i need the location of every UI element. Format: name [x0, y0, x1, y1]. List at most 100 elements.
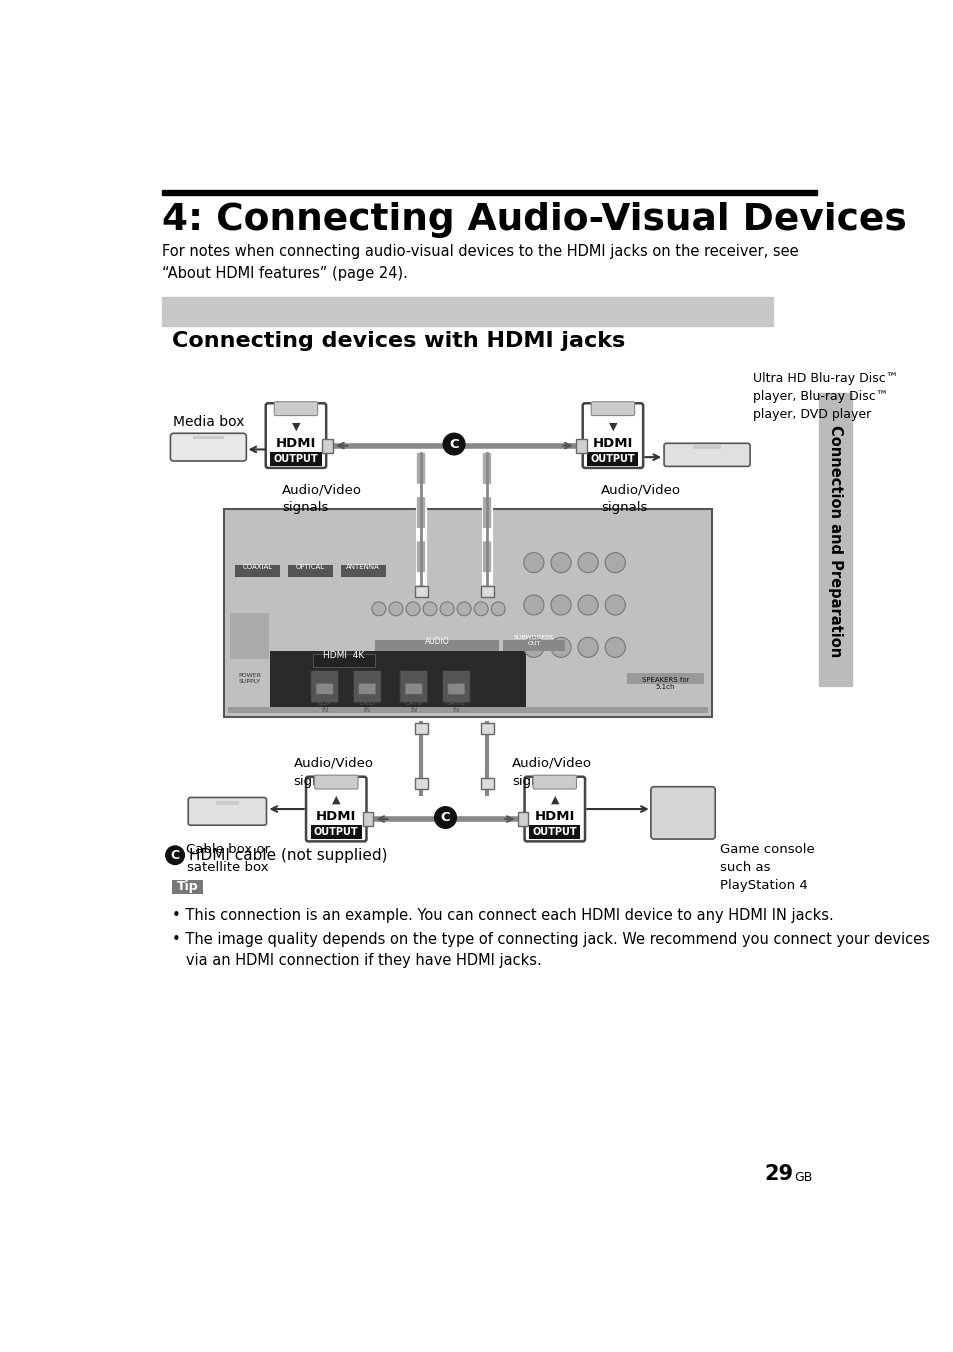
Text: 4: Connecting Audio-Visual Devices: 4: Connecting Audio-Visual Devices	[162, 203, 905, 238]
FancyBboxPatch shape	[582, 403, 642, 468]
Text: ANTENNA: ANTENNA	[346, 564, 380, 571]
Text: Connecting devices with HDMI jacks: Connecting devices with HDMI jacks	[172, 331, 624, 352]
Circle shape	[578, 637, 598, 657]
FancyBboxPatch shape	[533, 775, 576, 790]
Text: SPEAKERS for
5.1ch: SPEAKERS for 5.1ch	[641, 677, 689, 691]
Bar	[529, 825, 579, 840]
Text: C: C	[440, 811, 450, 823]
Circle shape	[439, 602, 454, 615]
Bar	[224, 508, 711, 717]
Bar	[692, 445, 720, 449]
Text: HDMI cable (not supplied): HDMI cable (not supplied)	[189, 848, 387, 863]
Bar	[162, 191, 816, 195]
Bar	[313, 654, 375, 667]
Circle shape	[604, 595, 624, 615]
Bar	[517, 813, 528, 826]
Bar	[375, 641, 498, 652]
Text: HDMI: HDMI	[275, 437, 315, 450]
Circle shape	[604, 553, 624, 573]
Text: ▲: ▲	[332, 795, 340, 804]
Circle shape	[523, 595, 543, 615]
FancyBboxPatch shape	[650, 787, 715, 840]
Circle shape	[550, 637, 571, 657]
Bar	[230, 612, 269, 658]
FancyBboxPatch shape	[405, 684, 422, 695]
Bar	[415, 585, 427, 596]
Bar	[193, 435, 224, 439]
FancyBboxPatch shape	[591, 402, 634, 415]
Text: Audio/Video
signals: Audio/Video signals	[282, 483, 361, 514]
Text: HDMI  4K: HDMI 4K	[323, 652, 364, 660]
Bar	[819, 393, 851, 685]
Circle shape	[435, 807, 456, 829]
Text: Game console
such as
PlayStation 4: Game console such as PlayStation 4	[720, 842, 814, 892]
Bar	[480, 723, 493, 734]
Text: Audio/Video
signals: Audio/Video signals	[512, 757, 592, 788]
Text: 29: 29	[763, 1164, 793, 1184]
Circle shape	[406, 602, 419, 615]
Text: Audio/Video
signals: Audio/Video signals	[294, 757, 374, 788]
Circle shape	[550, 553, 571, 573]
FancyBboxPatch shape	[447, 684, 464, 695]
Circle shape	[474, 602, 488, 615]
Text: • The image quality depends on the type of connecting jack. We recommend you con: • The image quality depends on the type …	[172, 933, 929, 968]
Text: AUDIO: AUDIO	[424, 637, 449, 646]
Circle shape	[523, 553, 543, 573]
Text: OUTPUT: OUTPUT	[274, 454, 318, 464]
Bar	[415, 779, 427, 790]
FancyBboxPatch shape	[663, 443, 749, 466]
Bar	[480, 585, 493, 596]
Text: SAT/
CATV
IN: SAT/ CATV IN	[404, 694, 422, 713]
Text: Audio/Video
signals: Audio/Video signals	[600, 483, 680, 514]
Bar	[270, 452, 321, 465]
Text: HDMI: HDMI	[534, 810, 575, 823]
Bar	[228, 707, 707, 713]
Bar	[480, 779, 493, 790]
FancyBboxPatch shape	[353, 671, 381, 703]
Circle shape	[604, 637, 624, 657]
Text: SUBWOOFER
OUT: SUBWOOFER OUT	[514, 635, 554, 646]
Bar	[626, 673, 703, 684]
FancyBboxPatch shape	[171, 433, 246, 461]
FancyBboxPatch shape	[524, 776, 584, 841]
Text: • This connection is an example. You can connect each HDMI device to any HDMI IN: • This connection is an example. You can…	[172, 907, 833, 922]
Text: OUTPUT: OUTPUT	[532, 827, 577, 837]
Circle shape	[523, 637, 543, 657]
Text: GB: GB	[794, 1171, 812, 1184]
Text: ▲: ▲	[550, 795, 558, 804]
Circle shape	[491, 602, 505, 615]
FancyBboxPatch shape	[311, 671, 338, 703]
FancyBboxPatch shape	[188, 798, 266, 825]
FancyBboxPatch shape	[266, 403, 326, 468]
Circle shape	[372, 602, 385, 615]
Bar	[235, 565, 280, 576]
FancyBboxPatch shape	[274, 402, 317, 415]
FancyBboxPatch shape	[315, 684, 333, 695]
Text: C: C	[171, 849, 179, 861]
Text: Cable box or
satellite box: Cable box or satellite box	[186, 842, 270, 873]
Circle shape	[578, 595, 598, 615]
Circle shape	[389, 602, 402, 615]
FancyBboxPatch shape	[306, 776, 366, 841]
Text: For notes when connecting audio-visual devices to the HDMI jacks on the receiver: For notes when connecting audio-visual d…	[162, 243, 798, 281]
Text: OPTICAL: OPTICAL	[295, 564, 325, 571]
Text: ▼: ▼	[292, 422, 300, 431]
Text: Ultra HD Blu-ray Disc™
player, Blu-ray Disc™
player, DVD player: Ultra HD Blu-ray Disc™ player, Blu-ray D…	[753, 372, 898, 420]
Bar	[415, 723, 427, 734]
Bar	[340, 565, 385, 576]
Bar	[362, 813, 373, 826]
Bar	[322, 438, 333, 453]
Circle shape	[166, 846, 184, 864]
Bar	[162, 297, 772, 326]
Bar	[288, 565, 333, 576]
Circle shape	[550, 595, 571, 615]
Text: COAXIAL: COAXIAL	[243, 564, 273, 571]
FancyBboxPatch shape	[442, 671, 470, 703]
Circle shape	[456, 602, 471, 615]
Text: C: C	[449, 438, 458, 450]
Text: GAME
IN: GAME IN	[446, 700, 466, 713]
Text: Tip: Tip	[176, 880, 198, 894]
Bar	[270, 652, 525, 708]
Circle shape	[578, 553, 598, 573]
Bar	[502, 641, 564, 652]
